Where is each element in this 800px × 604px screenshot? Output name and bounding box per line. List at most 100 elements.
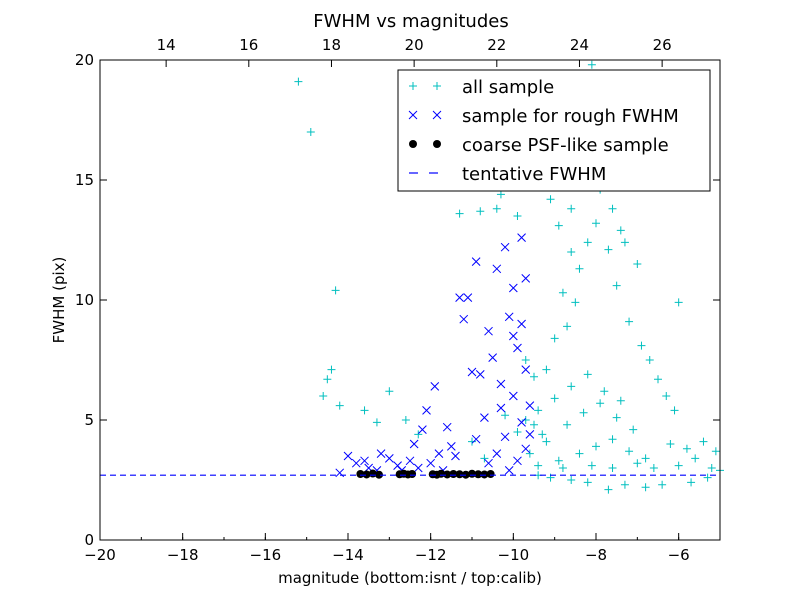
point-coarse-psf-like-sample — [443, 470, 452, 479]
point-all-sample — [567, 204, 576, 213]
point-all-sample — [319, 392, 328, 400]
point-all-sample — [575, 449, 584, 458]
point-sample-for-rough-fwhm — [525, 430, 535, 439]
x-tick-label: −8 — [585, 546, 607, 564]
point-sample-for-rough-fwhm — [496, 379, 506, 389]
point-all-sample — [480, 454, 489, 463]
x-tick-label: −20 — [84, 546, 116, 564]
x-tick-label: −16 — [250, 546, 282, 564]
point-all-sample — [649, 464, 658, 472]
point-sample-for-rough-fwhm — [525, 401, 535, 410]
point-sample-for-rough-fwhm — [504, 312, 514, 322]
axes-layer: −20 −18 −16 −14 −12 −10 −8 −6 0 5 10 15 20 14 16 18 20 22… — [75, 36, 721, 564]
point-sample-for-rough-fwhm — [508, 283, 518, 293]
y-tick-label: 10 — [75, 291, 94, 309]
point-sample-for-rough-fwhm — [446, 442, 456, 451]
point-all-sample — [583, 370, 592, 379]
point-all-sample — [360, 406, 369, 415]
point-all-sample — [616, 396, 625, 405]
point-all-sample — [558, 288, 567, 297]
x-tick-label: −14 — [332, 546, 364, 564]
point-sample-for-rough-fwhm — [517, 418, 526, 427]
point-all-sample — [666, 440, 675, 448]
point-all-sample — [620, 480, 629, 489]
series-layer — [100, 60, 724, 494]
point-all-sample — [612, 413, 621, 422]
point-coarse-psf-like-sample — [375, 470, 383, 479]
point-all-sample — [608, 464, 617, 472]
point-all-sample — [592, 442, 600, 451]
point-all-sample — [699, 437, 708, 446]
point-all-sample — [633, 459, 642, 468]
point-all-sample — [306, 128, 315, 136]
point-all-sample — [414, 430, 423, 439]
point-all-sample — [670, 406, 679, 415]
point-all-sample — [641, 483, 650, 492]
point-sample-for-rough-fwhm — [463, 293, 473, 302]
point-all-sample — [608, 204, 617, 213]
point-sample-for-rough-fwhm — [351, 458, 361, 468]
point-all-sample — [571, 298, 580, 307]
point-all-sample — [563, 322, 572, 331]
point-all-sample — [335, 401, 344, 410]
point-all-sample — [687, 478, 696, 487]
point-coarse-psf-like-sample — [474, 470, 483, 479]
point-all-sample — [567, 476, 576, 484]
legend: all sample sample for rough FWHM coarse … — [397, 69, 711, 192]
y-tick-label: 15 — [75, 171, 94, 189]
point-all-sample — [629, 425, 638, 434]
point-all-sample — [641, 454, 650, 463]
point-all-sample — [476, 207, 485, 216]
point-sample-for-rough-fwhm — [426, 458, 436, 468]
point-sample-for-rough-fwhm — [521, 444, 531, 454]
legend-label-tentative-fwhm: tentative FWHM — [462, 164, 606, 185]
point-all-sample — [525, 449, 534, 458]
point-all-sample — [294, 77, 303, 86]
point-all-sample — [703, 473, 712, 482]
point-all-sample — [645, 356, 654, 364]
legend-label-rough-sample: sample for rough FWHM — [462, 106, 679, 127]
point-all-sample — [513, 212, 522, 220]
point-sample-for-rough-fwhm — [488, 353, 498, 362]
point-all-sample — [567, 382, 576, 391]
x-tick-label: −6 — [668, 546, 690, 564]
point-all-sample — [534, 406, 543, 415]
point-all-sample — [583, 478, 592, 487]
point-sample-for-rough-fwhm — [442, 422, 452, 432]
point-all-sample — [616, 226, 625, 235]
point-sample-for-rough-fwhm — [467, 367, 477, 377]
point-sample-for-rough-fwhm — [500, 242, 510, 252]
point-all-sample — [401, 416, 410, 424]
point-all-sample — [654, 375, 662, 384]
point-all-sample — [530, 420, 538, 429]
x-tick-label: −10 — [498, 546, 530, 564]
point-coarse-psf-like-sample — [480, 470, 489, 479]
point-all-sample — [327, 365, 336, 374]
point-all-sample — [542, 365, 551, 374]
point-all-sample — [468, 437, 476, 446]
top-x-tick-label: 14 — [157, 36, 176, 54]
point-sample-for-rough-fwhm — [484, 458, 493, 468]
legend-label-all-sample: all sample — [462, 77, 554, 98]
top-x-tick-label: 24 — [570, 36, 589, 54]
point-sample-for-rough-fwhm — [413, 463, 423, 473]
top-x-tick-label: 22 — [487, 36, 506, 54]
legend-marker-rough-sample — [408, 110, 442, 120]
point-sample-for-rough-fwhm — [405, 456, 415, 466]
point-all-sample — [331, 286, 340, 295]
point-all-sample — [575, 264, 584, 273]
point-all-sample — [604, 485, 613, 494]
point-sample-for-rough-fwhm — [360, 456, 369, 466]
point-sample-for-rough-fwhm — [434, 449, 444, 458]
point-all-sample — [513, 428, 522, 436]
point-all-sample — [534, 461, 543, 470]
x-axis-label: magnitude (bottom:isnt / top:calib) — [278, 569, 542, 587]
point-sample-for-rough-fwhm — [376, 449, 386, 458]
point-coarse-psf-like-sample — [408, 470, 417, 478]
y-axis-label: FWHM (pix) — [50, 257, 68, 344]
point-sample-for-rough-fwhm — [480, 413, 489, 422]
point-sample-for-rough-fwhm — [409, 439, 419, 449]
point-coarse-psf-like-sample — [455, 470, 464, 479]
point-all-sample — [554, 221, 563, 230]
